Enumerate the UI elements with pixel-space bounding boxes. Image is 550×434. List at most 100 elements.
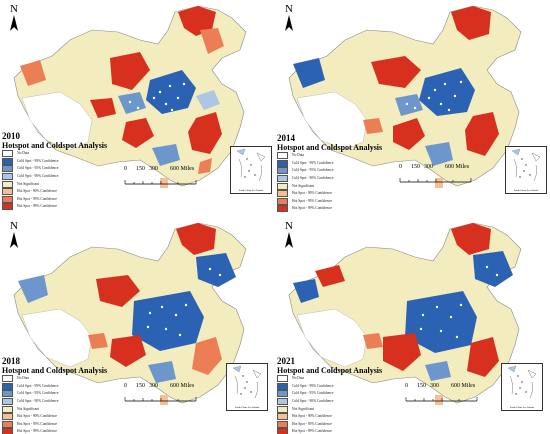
legend-swatch xyxy=(2,375,13,383)
legend-swatch xyxy=(277,413,288,421)
legend-label: No Data xyxy=(17,151,30,156)
scale-bar-ruler xyxy=(399,178,472,183)
scale-bar-ruler xyxy=(124,397,197,402)
legend-label: No Data xyxy=(292,153,305,158)
legend-item: No Data xyxy=(2,375,112,383)
map-panel-2021: N 2021 Hotspot and Coldspot Analysis No … xyxy=(275,217,550,434)
scale-bar: 0 150 300 600 Miles xyxy=(405,383,495,403)
legend-swatch xyxy=(277,167,288,175)
china-map xyxy=(13,222,247,405)
legend-label: No Data xyxy=(17,376,30,381)
legend-swatch xyxy=(2,157,13,165)
north-arrow-icon xyxy=(10,232,18,248)
legend-label: Hot Spot - 99% Confidence xyxy=(292,429,332,434)
legend-items: No Data Cold Spot - 99% Confidence Cold Sp… xyxy=(2,150,112,211)
map-panel-2010: N 2010 Hotspot and Coldspot Analysis No … xyxy=(0,0,275,217)
legend-label: Not Significant xyxy=(17,181,40,186)
scale-label: 600 Miles xyxy=(445,164,470,170)
legend-label: Hot Spot - 99% Confidence xyxy=(17,204,57,209)
legend-label: Cold Spot - 99% Confidence xyxy=(17,158,59,163)
north-arrow: N xyxy=(281,4,297,31)
legend-label: Hot Spot - 90% Confidence xyxy=(17,414,57,419)
north-label: N xyxy=(10,3,18,15)
legend-item: Cold Spot - 95% Confidence xyxy=(277,167,387,175)
legend-label: Hot Spot - 99% Confidence xyxy=(292,206,332,211)
legend-title: Hotspot and Coldspot Analysis xyxy=(2,141,108,150)
north-arrow-icon xyxy=(10,15,18,31)
legend-item: Not Significant xyxy=(2,405,112,413)
legend-item: Hot Spot - 95% Confidence xyxy=(277,420,387,429)
legend-label: No Data xyxy=(292,376,305,381)
legend-label: Hot Spot - 90% Confidence xyxy=(292,191,332,196)
legend-item: Hot Spot - 90% Confidence xyxy=(2,188,112,196)
legend-label: Not Significant xyxy=(292,406,315,411)
legend-swatch xyxy=(277,190,288,198)
legend-swatch xyxy=(277,205,288,213)
legend-year: 2018 xyxy=(2,356,20,366)
islands-map xyxy=(236,148,266,182)
legend-title: Hotspot and Coldspot Analysis xyxy=(277,366,383,375)
china-map xyxy=(288,5,522,188)
legend-label: Hot Spot - 95% Confidence xyxy=(17,196,57,201)
legend-swatch xyxy=(277,398,288,406)
scale-label: 300 xyxy=(430,383,439,389)
inset-caption: South China Sea Islands xyxy=(238,189,264,192)
north-arrow: N xyxy=(6,4,22,31)
legend-label: Cold Spot - 95% Confidence xyxy=(17,166,59,171)
legend-swatch xyxy=(277,159,288,167)
scale-bar: 0 150 300 600 Miles xyxy=(399,164,489,184)
south-china-sea-inset: South China Sea Islands xyxy=(505,146,547,194)
legend-swatch xyxy=(277,152,288,160)
legend-label: Not Significant xyxy=(292,183,315,188)
legend-item: Cold Spot - 90% Confidence xyxy=(2,173,112,181)
legend-item: Cold Spot - 95% Confidence xyxy=(2,165,112,173)
inset-caption: South China Sea Islands xyxy=(509,406,535,409)
scale-label: 150 xyxy=(417,383,426,389)
legend-items: No Data Cold Spot - 99% Confidence Cold Sp… xyxy=(2,375,112,434)
legend-label: Not Significant xyxy=(17,406,40,411)
legend-item: Hot Spot - 99% Confidence xyxy=(2,203,112,211)
legend-swatch xyxy=(277,428,288,434)
scale-bar-ruler xyxy=(124,180,197,185)
legend-item: Cold Spot - 99% Confidence xyxy=(277,382,387,391)
legend-swatch xyxy=(2,398,13,406)
legend-swatch xyxy=(2,413,13,421)
islands-map xyxy=(232,365,262,399)
map-panel-2014: N 2014 Hotspot and Coldspot Analysis No … xyxy=(275,0,550,217)
legend-year: 2021 xyxy=(277,356,295,366)
legend-swatch xyxy=(2,390,13,398)
scale-label: 150 xyxy=(136,383,145,389)
legend-title: Hotspot and Coldspot Analysis xyxy=(277,143,383,152)
north-label: N xyxy=(285,220,293,232)
legend: 2021 Hotspot and Coldspot Analysis No Da… xyxy=(277,357,387,434)
legend-swatch xyxy=(277,182,288,190)
legend-label: Hot Spot - 90% Confidence xyxy=(17,189,57,194)
legend: 2014 Hotspot and Coldspot Analysis No Da… xyxy=(277,134,387,213)
north-label: N xyxy=(285,3,293,15)
legend-item: Cold Spot - 95% Confidence xyxy=(277,390,387,398)
legend-item: Cold Spot - 90% Confidence xyxy=(277,175,387,183)
legend-items: No Data Cold Spot - 99% Confidence Cold Sp… xyxy=(277,152,387,213)
scale-label: 300 xyxy=(149,166,158,172)
legend-label: Hot Spot - 95% Confidence xyxy=(292,198,332,203)
islands-map xyxy=(511,148,541,182)
islands-map xyxy=(507,365,537,399)
legend-swatch xyxy=(277,405,288,413)
inset-caption: South China Sea Islands xyxy=(513,189,539,192)
legend-swatch xyxy=(277,420,288,428)
legend-label: Cold Spot - 95% Confidence xyxy=(17,391,59,396)
scale-bar: 0 150 300 600 Miles xyxy=(124,166,214,186)
legend: 2010 Hotspot and Coldspot Analysis No Da… xyxy=(2,132,112,211)
legend: 2018 Hotspot and Coldspot Analysis No Da… xyxy=(2,357,112,434)
legend-item: No Data xyxy=(277,152,387,160)
south-china-sea-inset: South China Sea Islands xyxy=(226,363,268,411)
north-arrow: N xyxy=(281,221,297,248)
south-china-sea-inset: South China Sea Islands xyxy=(230,146,272,194)
scale-label: 0 xyxy=(124,166,127,172)
legend-label: Cold Spot - 99% Confidence xyxy=(292,383,334,388)
china-map xyxy=(13,5,247,188)
legend-item: Cold Spot - 99% Confidence xyxy=(2,157,112,166)
scale-label: 150 xyxy=(136,166,145,172)
scale-label: 0 xyxy=(124,383,127,389)
china-map xyxy=(288,222,522,405)
